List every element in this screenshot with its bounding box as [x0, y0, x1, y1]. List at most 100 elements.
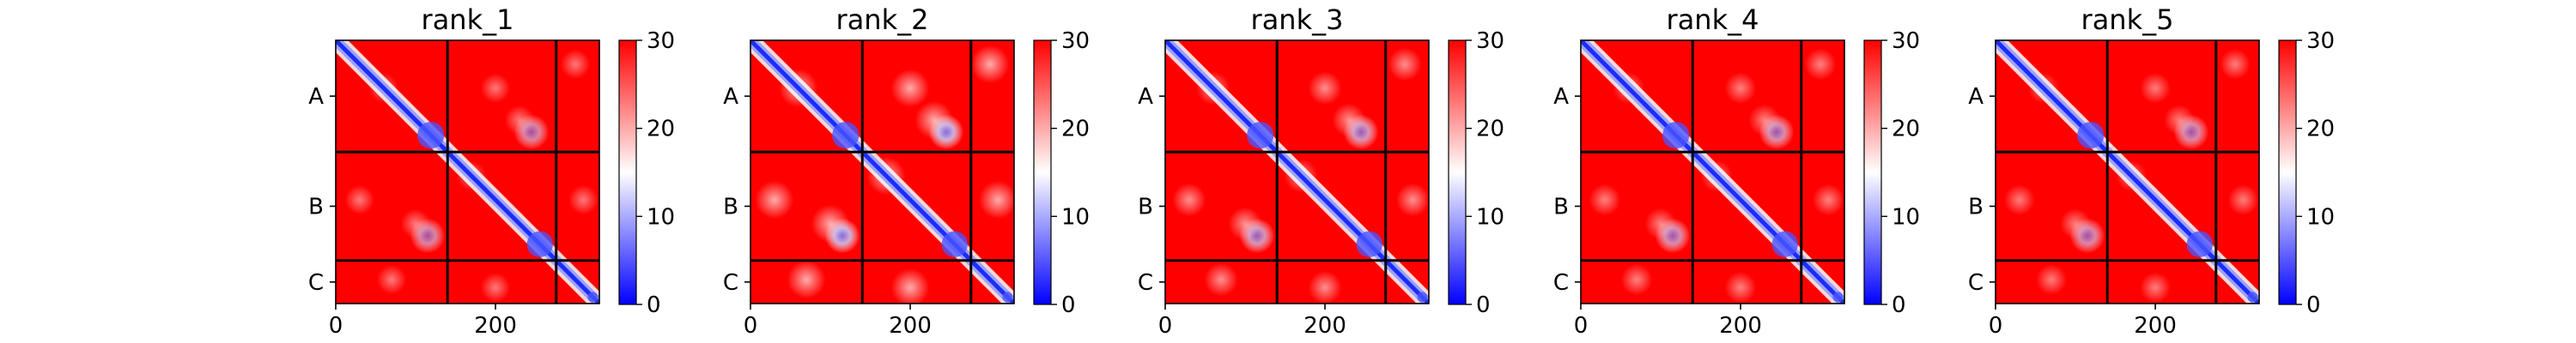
y-tick-label: A — [723, 84, 738, 110]
heatmap-cell — [2220, 49, 2251, 80]
heatmap-cell — [513, 114, 550, 150]
heatmap-cell — [1388, 47, 1422, 81]
heatmap-3 — [1165, 40, 1429, 304]
heatmap-cell — [1395, 183, 1429, 217]
colorbar-tick-label: 20 — [1892, 117, 1920, 142]
heatmap-cell — [568, 184, 598, 215]
colorbar-tick-label: 0 — [1476, 292, 1491, 318]
heatmap-cell — [787, 260, 826, 299]
heatmap-cell — [1655, 218, 1691, 254]
panel-title: rank_2 — [836, 3, 929, 36]
heatmap-cell — [560, 49, 591, 80]
colorbar-tick-label: 30 — [1476, 28, 1504, 54]
heatmap-cell — [970, 45, 1010, 84]
colorbar — [1448, 39, 1467, 305]
x-tick-label: 0 — [1574, 313, 1589, 339]
colorbar-tick-label: 0 — [2306, 292, 2321, 318]
heatmap-cell — [1417, 292, 1428, 303]
heatmap-cell — [941, 231, 968, 257]
heatmap-2 — [750, 40, 1014, 304]
colorbar — [1863, 39, 1882, 305]
heatmap-cell — [1589, 184, 1621, 216]
heatmap-cell — [526, 231, 553, 257]
y-tick-label: C — [1553, 270, 1569, 296]
heatmap-cell — [890, 268, 930, 304]
heatmap-cell — [2227, 184, 2259, 215]
heatmap-cell — [1308, 71, 1342, 105]
y-tick-label: B — [723, 195, 738, 220]
y-tick-label: C — [308, 270, 324, 296]
heatmap-cell — [480, 273, 511, 303]
heatmap-cell — [2069, 218, 2105, 254]
heatmap-cell — [2077, 122, 2105, 149]
colorbar-tick-label: 10 — [1892, 204, 1920, 230]
heatmap-cell — [2173, 114, 2209, 150]
heatmap-cell — [1812, 184, 1844, 216]
heatmap-cell — [1832, 292, 1844, 303]
x-tick-label: 200 — [1303, 313, 1346, 339]
y-tick-label: B — [1553, 195, 1569, 220]
heatmap-cell — [376, 264, 407, 295]
panel-title: rank_5 — [2081, 3, 2174, 36]
colorbar-tick-label: 0 — [1061, 292, 1076, 318]
axes-frame — [1580, 39, 1845, 304]
heatmap-cell — [410, 218, 446, 254]
colorbar-tick-label: 10 — [2306, 204, 2335, 230]
x-tick-label: 0 — [1989, 313, 2003, 339]
heatmap-cell — [755, 180, 794, 220]
y-tick-label: C — [1968, 270, 1984, 296]
heatmap-cell — [928, 114, 964, 150]
colorbar-tick-label: 0 — [1892, 292, 1906, 318]
colorbar-tick-label: 30 — [2306, 28, 2335, 54]
colorbar — [2278, 39, 2297, 305]
heatmap-cell — [1172, 183, 1206, 217]
heatmap-4 — [1581, 40, 1844, 304]
y-tick-label: A — [1968, 84, 1984, 110]
heatmap-cell — [824, 218, 860, 254]
heatmap-cell — [480, 73, 511, 104]
heatmap-cell — [2186, 231, 2213, 257]
heatmap-cell — [1724, 72, 1757, 105]
panel-title: rank_1 — [422, 3, 514, 36]
heatmap-cell — [1247, 122, 1274, 149]
heatmap-cell — [1204, 262, 1238, 297]
heatmap-cell — [2036, 264, 2067, 295]
axes-frame — [750, 39, 1015, 304]
colorbar-tick-label: 10 — [647, 204, 675, 230]
colorbar-tick-label: 20 — [2306, 117, 2335, 142]
colorbar — [1033, 39, 1052, 305]
y-tick-label: A — [1138, 84, 1153, 110]
y-tick-label: B — [1138, 195, 1153, 220]
heatmap-cell — [344, 184, 375, 215]
y-tick-label: B — [1968, 195, 1984, 220]
colorbar-tick-label: 10 — [1061, 204, 1090, 230]
heatmap-cell — [1356, 231, 1382, 257]
heatmap-5 — [1996, 40, 2259, 304]
heatmap-cell — [890, 69, 930, 108]
heatmap-cell — [2140, 272, 2171, 304]
heatmap-cell — [2004, 184, 2035, 215]
x-tick-label: 200 — [889, 313, 932, 339]
heatmap-cell — [1343, 114, 1379, 150]
x-tick-label: 200 — [2134, 313, 2177, 339]
x-tick-label: 0 — [744, 313, 758, 339]
heatmap-cell — [1308, 270, 1342, 304]
y-tick-label: B — [308, 195, 324, 220]
axes-frame — [1164, 39, 1430, 304]
heatmap-cell — [1771, 231, 1798, 257]
x-tick-label: 0 — [329, 313, 343, 339]
axes-frame — [335, 39, 600, 304]
colorbar-tick-label: 20 — [1476, 117, 1504, 142]
y-tick-label: A — [1553, 84, 1569, 110]
heatmap-cell — [832, 122, 860, 149]
colorbar-tick-label: 20 — [1061, 117, 1090, 142]
colorbar-tick-label: 30 — [1061, 28, 1090, 54]
x-tick-label: 0 — [1158, 313, 1173, 339]
